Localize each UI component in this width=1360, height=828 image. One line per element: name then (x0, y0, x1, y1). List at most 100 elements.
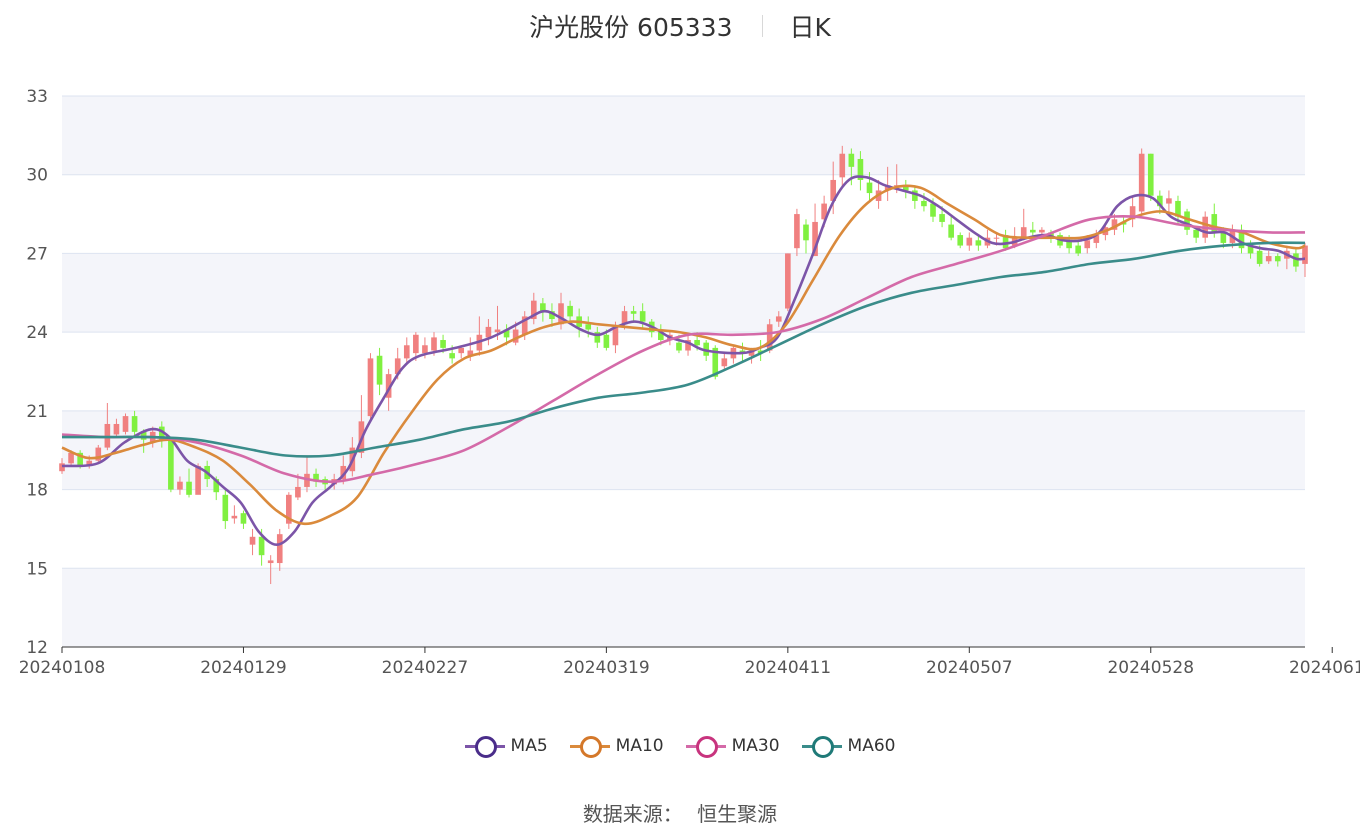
candle-body (521, 316, 528, 335)
candle-body (993, 237, 1000, 239)
candle (186, 468, 192, 498)
candle-body (748, 350, 755, 356)
y-tick-label: 21 (26, 402, 48, 422)
candle-body (177, 481, 183, 490)
candle-body (884, 185, 891, 191)
candle (177, 476, 183, 495)
candle-body (503, 329, 510, 338)
candle-body (1147, 153, 1154, 196)
chart-legend: MA5 MA10 MA30 MA60 (0, 734, 1360, 758)
candle-body (367, 358, 374, 417)
x-tick-label: 20240108 (19, 658, 106, 678)
candle-body (1175, 200, 1181, 217)
candle-body (1084, 240, 1091, 249)
candle-body (267, 560, 274, 564)
candle (403, 337, 410, 364)
candle (1238, 224, 1245, 254)
candle-body (512, 329, 519, 343)
legend-item-ma60[interactable]: MA60 (801, 734, 896, 758)
candle-body (567, 305, 573, 317)
candle-body (948, 224, 954, 238)
chart-title: 沪光股份 605333 (529, 13, 733, 42)
candle-body (549, 311, 555, 320)
source-name: 恒生聚源 (697, 802, 778, 826)
candle (884, 166, 891, 201)
plot-band (62, 174, 1305, 254)
candle (857, 151, 864, 191)
candle-body (966, 237, 973, 246)
candle-body (403, 345, 410, 359)
x-tick-label: 20240619 (1289, 658, 1360, 678)
candle-body (1247, 245, 1254, 254)
candle-body (658, 332, 664, 341)
candle-body (376, 355, 383, 385)
legend-item-ma10[interactable]: MA10 (569, 734, 664, 758)
candle-body (467, 350, 474, 356)
candle-body (1193, 229, 1199, 238)
candle (549, 303, 555, 327)
candle-body (540, 303, 546, 312)
candle-body (231, 515, 238, 519)
candle-body (839, 153, 846, 178)
candle (530, 292, 537, 325)
candle-body (340, 465, 347, 480)
candle-body (413, 334, 419, 354)
candle-body (385, 374, 392, 398)
candle-body (630, 311, 637, 314)
chart-title-bar: 沪光股份 605333 日K (0, 6, 1360, 46)
candle-body (676, 342, 682, 351)
plot-band (62, 253, 1305, 333)
candle-body (286, 494, 292, 524)
candle-body (594, 332, 601, 343)
candle-body (440, 340, 446, 348)
candle-body (158, 426, 165, 440)
candle (1147, 153, 1154, 201)
candle-body (1020, 227, 1027, 238)
candle-body (621, 311, 628, 325)
candle-body (68, 452, 74, 464)
candle (966, 232, 973, 251)
legend-label-ma10: MA10 (615, 736, 664, 756)
y-tick-label: 18 (26, 481, 48, 501)
candle-body (1220, 232, 1227, 243)
legend-marker-ma10 (569, 734, 610, 758)
candle-body (1039, 229, 1045, 233)
candle (168, 437, 174, 493)
candle-body (1075, 245, 1081, 254)
candle-body (1265, 256, 1272, 262)
candle-body (494, 329, 501, 333)
legend-label-ma60: MA60 (847, 736, 896, 756)
candle (1002, 229, 1009, 251)
legend-item-ma5[interactable]: MA5 (464, 734, 548, 758)
candle-body (1093, 235, 1100, 243)
candle (803, 219, 809, 254)
candle (313, 468, 319, 487)
candle (276, 528, 283, 571)
candle (630, 305, 637, 322)
candle (240, 510, 247, 529)
candle-body (168, 439, 174, 490)
legend-marker-ma60 (801, 734, 842, 758)
candle (1193, 227, 1199, 243)
candle (367, 353, 374, 422)
legend-label-ma5: MA5 (510, 736, 548, 756)
candle-body (394, 358, 401, 375)
plot-band (62, 568, 1305, 647)
candle (948, 216, 954, 241)
candle-body (122, 416, 129, 432)
candle-body (222, 494, 229, 522)
candle-body (848, 153, 855, 167)
candle-body (585, 324, 592, 330)
candle (830, 161, 837, 215)
y-tick-label: 27 (26, 244, 48, 264)
candle-body (1111, 219, 1118, 230)
candle-body (1274, 256, 1281, 262)
y-axis: 12 15 18 21 24 27 30 33 (26, 87, 48, 658)
legend-item-ma30[interactable]: MA30 (685, 734, 780, 758)
candle-body (313, 473, 319, 482)
candle (685, 334, 691, 356)
chart-period: 日K (789, 13, 831, 42)
y-tick-label: 33 (26, 87, 48, 107)
candle-body (902, 185, 909, 191)
candle (231, 505, 238, 524)
